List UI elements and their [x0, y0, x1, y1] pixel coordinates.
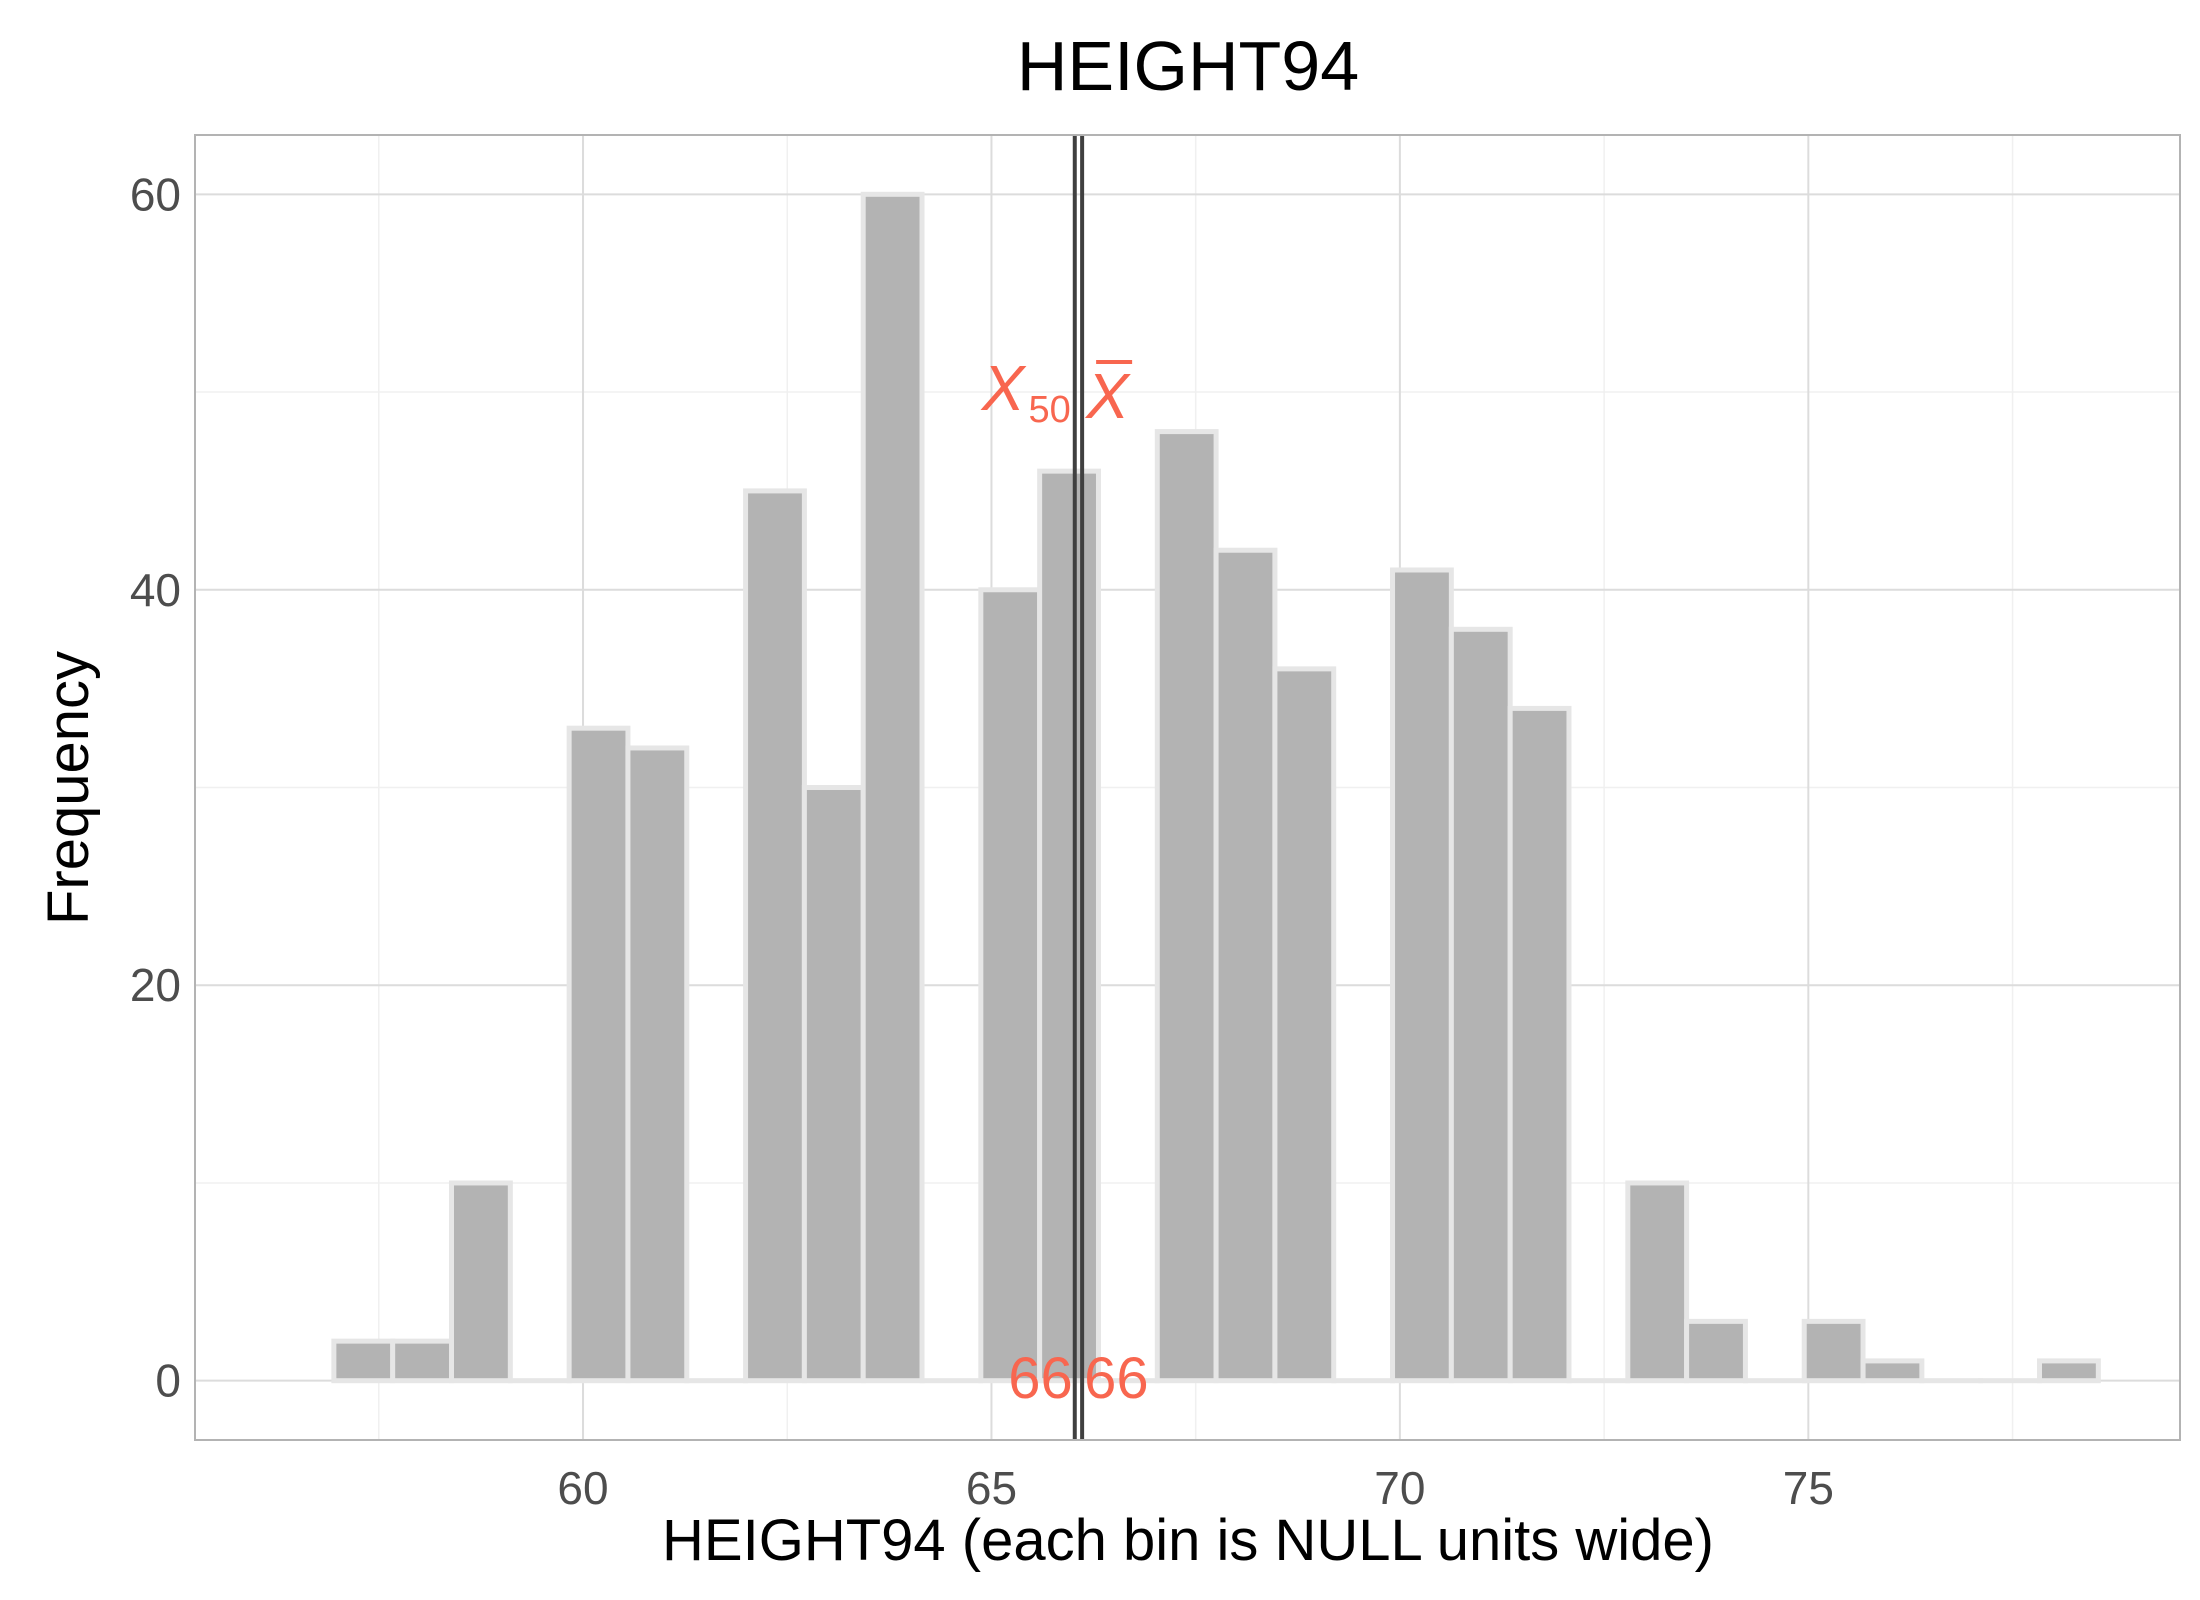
histogram-bar — [1154, 429, 1219, 1384]
histogram-bars — [331, 191, 2101, 1384]
x-tick-label: 75 — [1783, 1462, 1834, 1514]
histogram-bar — [978, 587, 1043, 1384]
histogram-bar — [1507, 705, 1572, 1384]
y-tick-label: 0 — [155, 1355, 181, 1407]
median-symbol-label: X 50 — [980, 352, 1071, 431]
histogram-bar — [1625, 1180, 1690, 1384]
x-tick-label: 65 — [966, 1462, 1017, 1514]
histogram-bar — [1801, 1318, 1866, 1384]
mean-value-label: 66 — [1084, 1346, 1149, 1411]
histogram-bar — [390, 1338, 454, 1384]
axis-tick-labels: 60 65 70 75 0 20 40 60 — [130, 168, 1834, 1514]
reference-annotations: X 50 X66 66 — [980, 352, 1149, 1411]
x-tick-label: 70 — [1374, 1462, 1425, 1514]
x-tick-label: 60 — [557, 1462, 608, 1514]
histogram-bar — [331, 1338, 396, 1384]
histogram-bar — [860, 191, 925, 1384]
median-symbol-subscript: 50 — [1028, 389, 1070, 431]
x-axis-title: HEIGHT94 (each bin is NULL units wide) — [662, 1508, 1714, 1573]
histogram-bar — [448, 1180, 513, 1384]
histogram-bar — [1860, 1358, 1925, 1384]
median-value-label: 66 — [1008, 1346, 1073, 1411]
histogram-bar — [1390, 567, 1454, 1384]
mean-symbol-label: X — [1084, 360, 1131, 432]
histogram-bar — [1684, 1318, 1748, 1384]
histogram-bar — [743, 488, 807, 1384]
chart-title: HEIGHT94 — [1017, 27, 1359, 105]
panel-border — [194, 134, 2181, 1441]
histogram-bar — [801, 785, 866, 1384]
y-axis-title: Frequency — [36, 651, 101, 925]
y-tick-label: 20 — [130, 959, 181, 1011]
y-tick-label: 60 — [130, 168, 181, 220]
histogram-bar — [625, 745, 690, 1384]
histogram-bar — [566, 725, 631, 1384]
histogram-bar — [1448, 626, 1513, 1384]
reference-lines — [1072, 135, 1085, 1440]
histogram-bar — [1272, 666, 1337, 1384]
histogram-bar — [2036, 1358, 2101, 1384]
histogram-bar — [1213, 547, 1278, 1384]
y-tick-label: 40 — [130, 564, 181, 616]
median-symbol-letter: X — [980, 352, 1027, 424]
histogram-bar — [1037, 468, 1101, 1384]
